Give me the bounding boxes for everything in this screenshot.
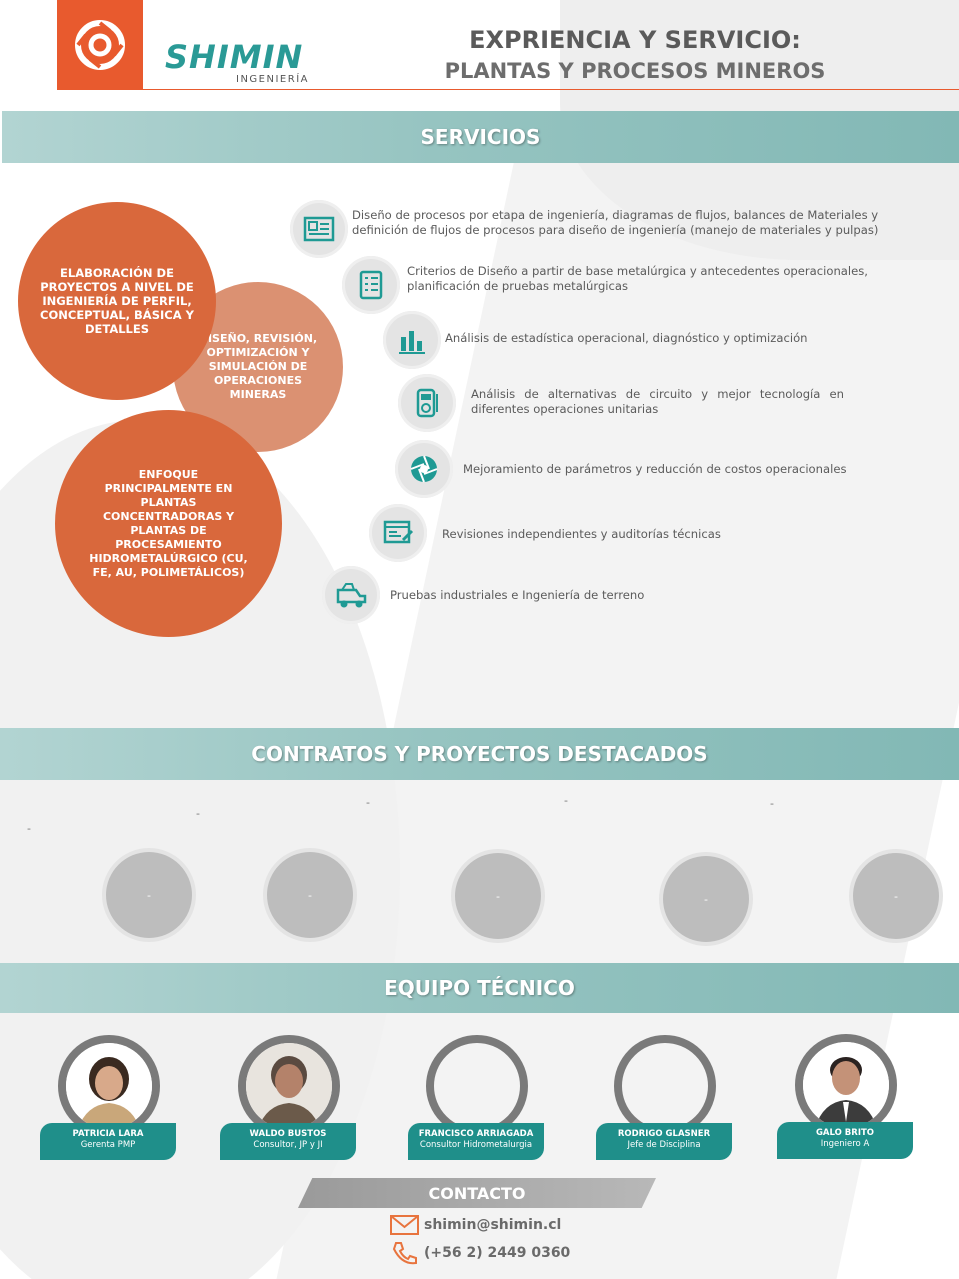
person-photo	[803, 1042, 889, 1128]
page-title: EXPRIENCIA Y SERVICIO:	[469, 26, 801, 54]
audit-report-icon	[369, 504, 427, 562]
project-label: -	[308, 888, 312, 902]
person-photo	[66, 1043, 152, 1129]
contact-email[interactable]: shimin@shimin.cl	[390, 1213, 561, 1237]
project-circle: -	[267, 852, 353, 938]
avatar	[795, 1034, 897, 1136]
project-label: -	[704, 892, 708, 906]
service-item-text: Pruebas industriales e Ingeniería de ter…	[390, 588, 645, 602]
team-member: RODRIGO GLASNER Jefe de Disciplina	[596, 1035, 732, 1175]
member-name: FRANCISCO ARRIAGADA	[418, 1129, 534, 1139]
member-role: Ingeniero A	[820, 1139, 870, 1149]
contract-label: -	[770, 797, 774, 810]
project-label: -	[894, 889, 898, 903]
circle-text: ENFOQUE PRINCIPALMENTE EN PLANTAS CONCEN…	[89, 467, 248, 579]
service-item-text: Revisiones independientes y auditorías t…	[442, 527, 721, 541]
contract-label: -	[196, 807, 200, 820]
section-band-equipo: EQUIPO TÉCNICO	[0, 963, 959, 1013]
bar-chart-icon	[383, 311, 441, 369]
company-logo	[57, 0, 143, 90]
project-label: -	[147, 888, 151, 902]
member-name: RODRIGO GLASNER	[617, 1129, 711, 1139]
brand-subtitle: INGENIERÍA	[236, 74, 309, 85]
avatar	[238, 1035, 340, 1137]
email-text[interactable]: shimin@shimin.cl	[424, 1217, 562, 1233]
checklist-icon	[342, 256, 400, 314]
envelope-icon	[390, 1215, 419, 1235]
section-title: SERVICIOS	[420, 125, 541, 149]
member-role: Gerenta PMP	[80, 1140, 136, 1150]
member-role: Consultor, JP y JI	[253, 1140, 323, 1150]
section-title: EQUIPO TÉCNICO	[384, 976, 575, 1000]
header-divider	[143, 89, 959, 90]
avatar	[426, 1035, 528, 1137]
aperture-icon	[395, 440, 453, 498]
service-item-text: Análisis de alternativas de circuito y m…	[471, 387, 844, 416]
project-circle: -	[455, 853, 541, 939]
mining-truck-icon	[322, 566, 380, 624]
avatar	[58, 1035, 160, 1137]
project-circle: -	[853, 853, 939, 939]
circle-text: DISEÑO, REVISIÓN, OPTIMIZACIÓN Y SIMULAC…	[198, 332, 318, 401]
member-role: Consultor Hidrometalurgia	[419, 1140, 533, 1150]
team-member: GALO BRITO Ingeniero A	[777, 1034, 913, 1174]
service-item-text: Análisis de estadística operacional, dia…	[445, 331, 808, 345]
service-focus-circle: ELABORACIÓN DE PROYECTOS A NIVEL DE INGE…	[18, 202, 216, 400]
contact-banner: CONTACTO	[298, 1178, 656, 1208]
member-name: PATRICIA LARA	[72, 1129, 144, 1139]
member-tag: PATRICIA LARA Gerenta PMP	[40, 1123, 176, 1160]
logo-mark-icon	[75, 20, 125, 70]
member-tag: FRANCISCO ARRIAGADA Consultor Hidrometal…	[408, 1123, 544, 1160]
contract-label: -	[27, 822, 31, 835]
service-item-text: Mejoramiento de parámetros y reducción d…	[463, 462, 847, 476]
project-circle: -	[106, 852, 192, 938]
team-member: FRANCISCO ARRIAGADA Consultor Hidrometal…	[408, 1035, 544, 1175]
member-tag: GALO BRITO Ingeniero A	[777, 1122, 913, 1159]
blueprint-icon	[290, 200, 348, 258]
circle-text: ELABORACIÓN DE PROYECTOS A NIVEL DE INGE…	[40, 266, 194, 336]
member-tag: WALDO BUSTOS Consultor, JP y JI	[220, 1123, 356, 1160]
brand-name: SHIMIN	[165, 38, 304, 76]
phone-icon	[392, 1242, 417, 1265]
section-band-contratos: CONTRATOS Y PROYECTOS DESTACADOS	[0, 728, 959, 780]
project-circle: -	[663, 856, 749, 942]
member-name: GALO BRITO	[815, 1128, 875, 1138]
member-tag: RODRIGO GLASNER Jefe de Disciplina	[596, 1123, 732, 1160]
page-subtitle: PLANTAS Y PROCESOS MINEROS	[444, 59, 826, 83]
multimeter-icon	[398, 374, 456, 432]
contact-title: CONTACTO	[428, 1183, 526, 1203]
member-name: WALDO BUSTOS	[249, 1129, 327, 1139]
service-item-text: Diseño de procesos por etapa de ingenier…	[352, 208, 879, 237]
member-role: Jefe de Disciplina	[627, 1140, 701, 1150]
section-title: CONTRATOS Y PROYECTOS DESTACADOS	[251, 742, 708, 766]
person-photo	[246, 1043, 332, 1129]
service-item-text: Criterios de Diseño a partir de base met…	[407, 264, 868, 293]
phone-text[interactable]: (+56 2) 2449 0360	[424, 1245, 571, 1261]
project-label: -	[496, 889, 500, 903]
avatar	[614, 1035, 716, 1137]
contract-label: -	[366, 796, 370, 809]
section-band-servicios: SERVICIOS	[2, 111, 959, 163]
team-member: WALDO BUSTOS Consultor, JP y JI	[220, 1035, 356, 1175]
contract-label: -	[564, 794, 568, 807]
contact-phone[interactable]: (+56 2) 2449 0360	[390, 1241, 570, 1265]
team-member: PATRICIA LARA Gerenta PMP	[40, 1035, 176, 1175]
service-focus-circle: ENFOQUE PRINCIPALMENTE EN PLANTAS CONCEN…	[55, 410, 282, 637]
